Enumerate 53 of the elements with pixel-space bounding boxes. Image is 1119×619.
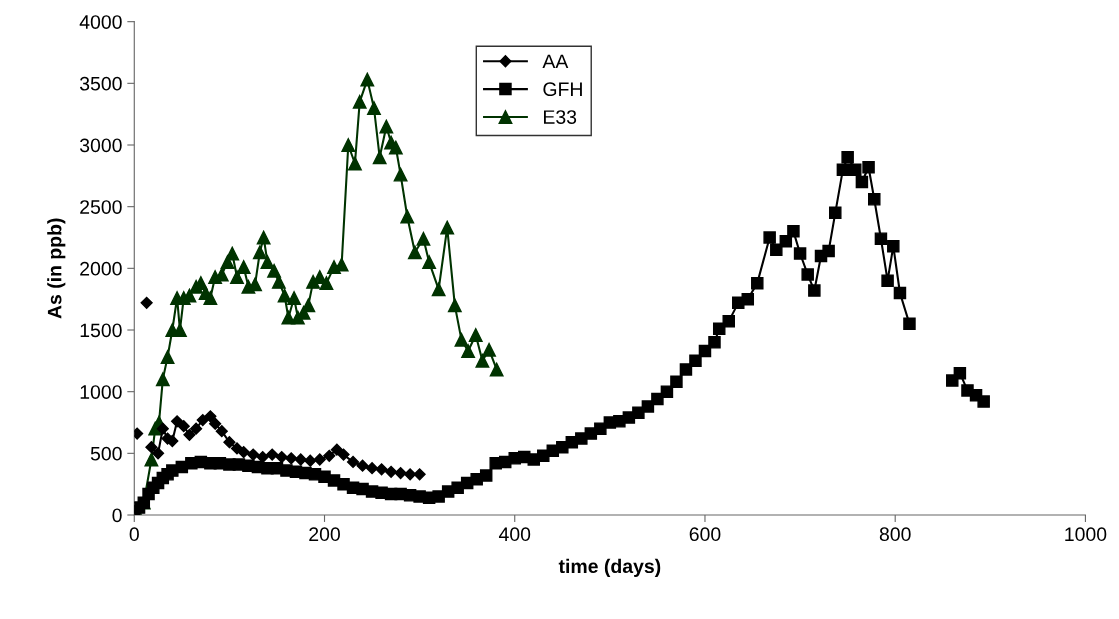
point (313, 453, 326, 466)
x-axis-title: time (days) (558, 558, 661, 577)
point (375, 463, 388, 476)
x-tick-label: 400 (498, 527, 531, 542)
point (275, 450, 288, 464)
point (356, 459, 369, 472)
y-tick-label: 0 (112, 508, 122, 523)
legend-label: E33 (544, 110, 577, 124)
point (247, 448, 260, 461)
x-tick-label: 200 (309, 527, 340, 542)
point (394, 466, 407, 480)
y-tick-label: 4000 (79, 15, 122, 29)
y-tick-label: 3000 (79, 138, 122, 153)
point (190, 422, 203, 435)
x-tick-label: 600 (689, 527, 721, 542)
point (304, 454, 317, 467)
point (384, 465, 398, 478)
point (170, 415, 184, 428)
legend-label: AA (542, 54, 569, 69)
point (156, 422, 169, 435)
point (237, 446, 250, 459)
point (285, 452, 298, 465)
point (223, 436, 236, 449)
x-tick-label: 0 (129, 527, 139, 542)
point (215, 425, 228, 438)
y-tick-label: 2500 (80, 200, 122, 214)
point (337, 448, 350, 461)
point (140, 296, 153, 309)
y-axis-title: As (in ppb) (47, 218, 66, 319)
point (145, 441, 158, 454)
y-tick-label: 3500 (79, 76, 122, 91)
point (204, 410, 217, 423)
point (294, 453, 307, 466)
point (346, 455, 360, 469)
point (256, 450, 269, 464)
y-tick-label: 1000 (80, 385, 122, 399)
point (413, 468, 426, 481)
x-tick-label: 1000 (1065, 527, 1107, 542)
point (183, 428, 196, 441)
point (196, 413, 209, 427)
y-tick-label: 1500 (80, 323, 122, 338)
y-tick-label: 500 (90, 446, 122, 461)
point (151, 447, 165, 460)
point (323, 449, 336, 462)
point (177, 420, 190, 433)
point (365, 462, 379, 475)
point (330, 443, 343, 456)
y-tick-label: 2000 (80, 261, 122, 276)
legend-label: GFH (543, 82, 582, 97)
point (266, 448, 279, 461)
x-tick-label: 800 (879, 527, 911, 542)
point (166, 434, 179, 448)
point (209, 417, 222, 430)
